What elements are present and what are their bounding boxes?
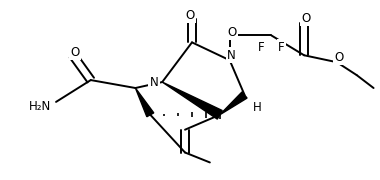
Polygon shape: [162, 82, 222, 119]
Text: H₂N: H₂N: [29, 100, 51, 113]
Text: O: O: [334, 51, 344, 64]
Text: O: O: [70, 46, 79, 59]
Polygon shape: [220, 92, 247, 115]
Text: O: O: [301, 12, 311, 25]
Text: H: H: [253, 101, 262, 114]
Text: O: O: [185, 9, 195, 22]
Polygon shape: [135, 88, 154, 117]
Text: O: O: [227, 26, 236, 39]
Text: F: F: [278, 41, 285, 54]
Text: N: N: [150, 76, 159, 89]
Text: F: F: [258, 41, 265, 54]
Text: N: N: [227, 49, 236, 62]
